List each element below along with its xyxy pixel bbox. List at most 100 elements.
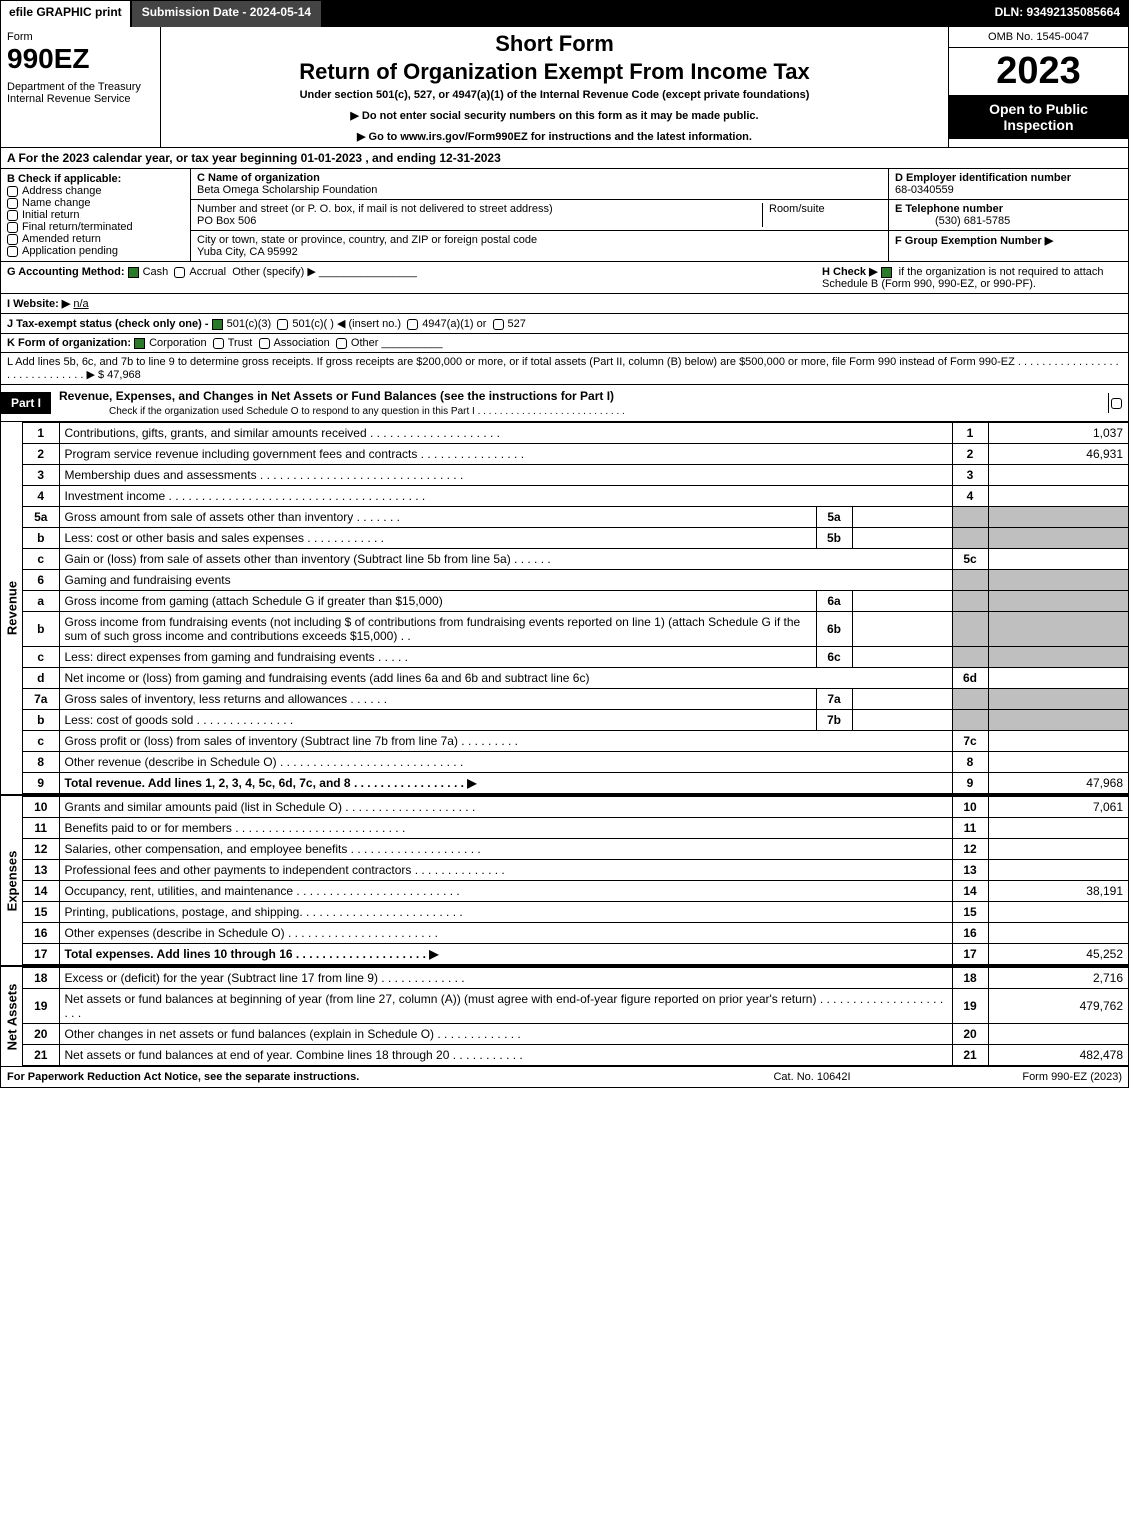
expenses-side-label: Expenses — [4, 850, 19, 911]
line-6a-desc: Gross income from gaming (attach Schedul… — [59, 591, 816, 612]
city-label: City or town, state or province, country… — [197, 234, 537, 246]
line-6-desc: Gaming and fundraising events — [59, 570, 952, 591]
expenses-table: 10Grants and similar amounts paid (list … — [23, 796, 1128, 965]
website-label: I Website: ▶ — [7, 298, 70, 310]
line-5c-amount — [988, 549, 1128, 570]
checkbox-527[interactable] — [493, 319, 504, 330]
footer-form-ref: Form 990-EZ (2023) — [922, 1071, 1122, 1083]
line-5a-greycell — [952, 507, 988, 528]
line-16-num: 16 — [23, 923, 59, 944]
checkbox-accrual[interactable] — [174, 267, 185, 278]
line-13-desc: Professional fees and other payments to … — [59, 860, 952, 881]
revenue-table: 1Contributions, gifts, grants, and simil… — [23, 422, 1128, 794]
checkbox-other-org[interactable] — [336, 338, 347, 349]
form-subtitle: Under section 501(c), 527, or 4947(a)(1)… — [169, 89, 940, 101]
submission-date: Submission Date - 2024-05-14 — [132, 1, 322, 27]
line-14-refnum: 14 — [952, 881, 988, 902]
line-17-desc: Total expenses. Add lines 10 through 16 … — [59, 944, 952, 965]
line-17-refnum: 17 — [952, 944, 988, 965]
k-label: K Form of organization: — [7, 337, 131, 349]
line-5a-desc: Gross amount from sale of assets other t… — [59, 507, 816, 528]
dln-number: DLN: 93492135085664 — [987, 1, 1128, 27]
label-501c: 501(c)( ) ◀ (insert no.) — [292, 318, 401, 330]
checkbox-corporation[interactable] — [134, 338, 145, 349]
checkbox-trust[interactable] — [213, 338, 224, 349]
line-7c-num: c — [23, 731, 59, 752]
line-12-num: 12 — [23, 839, 59, 860]
line-21-refnum: 21 — [952, 1045, 988, 1066]
ein-value: 68-0340559 — [895, 184, 954, 196]
line-1-amount: 1,037 — [988, 423, 1128, 444]
line-2-refnum: 2 — [952, 444, 988, 465]
line-5a-greyamt — [988, 507, 1128, 528]
line-20-amount — [988, 1024, 1128, 1045]
checkbox-501c3[interactable] — [212, 319, 223, 330]
checkbox-schedule-o-part1[interactable] — [1111, 398, 1122, 409]
group-exemption-label: F Group Exemption Number ▶ — [895, 235, 1053, 247]
label-amended-return: Amended return — [22, 233, 101, 245]
line-14-desc: Occupancy, rent, utilities, and maintena… — [59, 881, 952, 902]
form-word: Form — [7, 31, 154, 43]
line-20-desc: Other changes in net assets or fund bala… — [59, 1024, 952, 1045]
efile-print-button[interactable]: efile GRAPHIC print — [1, 1, 132, 27]
line-10-refnum: 10 — [952, 797, 988, 818]
checkbox-4947[interactable] — [407, 319, 418, 330]
row-l-gross-receipts: L Add lines 5b, 6c, and 7b to line 9 to … — [1, 353, 1128, 385]
org-name: Beta Omega Scholarship Foundation — [197, 184, 377, 196]
line-11-desc: Benefits paid to or for members . . . . … — [59, 818, 952, 839]
omb-number: OMB No. 1545-0047 — [949, 27, 1128, 48]
line-9-num: 9 — [23, 773, 59, 794]
checkbox-name-change[interactable] — [7, 198, 18, 209]
form-title: Return of Organization Exempt From Incom… — [169, 59, 940, 85]
ein-label: D Employer identification number — [895, 172, 1071, 184]
room-label: Room/suite — [769, 203, 825, 215]
instructions-link[interactable]: ▶ Go to www.irs.gov/Form990EZ for instru… — [169, 130, 940, 143]
org-name-label: C Name of organization — [197, 172, 320, 184]
checkbox-amended-return[interactable] — [7, 234, 18, 245]
line-19-num: 19 — [23, 989, 59, 1024]
line-3-num: 3 — [23, 465, 59, 486]
checkbox-cash[interactable] — [128, 267, 139, 278]
line-17-num: 17 — [23, 944, 59, 965]
line-19-refnum: 19 — [952, 989, 988, 1024]
line-6b-num: b — [23, 612, 59, 647]
line-5a-num: 5a — [23, 507, 59, 528]
row-k-org-form: K Form of organization: Corporation Trus… — [1, 334, 1128, 353]
page-footer: For Paperwork Reduction Act Notice, see … — [1, 1066, 1128, 1087]
line-16-refnum: 16 — [952, 923, 988, 944]
col-c-org-info: C Name of organization Beta Omega Schola… — [191, 169, 888, 261]
line-12-amount — [988, 839, 1128, 860]
line-7a-desc: Gross sales of inventory, less returns a… — [59, 689, 816, 710]
label-527: 527 — [508, 318, 526, 330]
line-15-amount — [988, 902, 1128, 923]
net-assets-section: Net Assets 18Excess or (deficit) for the… — [1, 965, 1128, 1066]
line-11-num: 11 — [23, 818, 59, 839]
line-4-amount — [988, 486, 1128, 507]
label-address-change: Address change — [22, 185, 102, 197]
tax-year: 2023 — [949, 48, 1128, 95]
label-accrual: Accrual — [189, 266, 226, 278]
line-8-amount — [988, 752, 1128, 773]
line-7c-amount — [988, 731, 1128, 752]
line-2-num: 2 — [23, 444, 59, 465]
top-bar: efile GRAPHIC print Submission Date - 20… — [1, 1, 1128, 27]
checkbox-final-return[interactable] — [7, 222, 18, 233]
checkbox-h[interactable] — [881, 267, 892, 278]
line-10-desc: Grants and similar amounts paid (list in… — [59, 797, 952, 818]
revenue-section: Revenue 1Contributions, gifts, grants, a… — [1, 422, 1128, 794]
line-11-amount — [988, 818, 1128, 839]
tel-value: (530) 681-5785 — [895, 215, 1010, 227]
row-a-tax-year: A For the 2023 calendar year, or tax yea… — [1, 148, 1128, 169]
checkbox-address-change[interactable] — [7, 186, 18, 197]
checkbox-initial-return[interactable] — [7, 210, 18, 221]
checkbox-application-pending[interactable] — [7, 246, 18, 257]
line-20-refnum: 20 — [952, 1024, 988, 1045]
footer-left: For Paperwork Reduction Act Notice, see … — [7, 1071, 702, 1083]
line-11-refnum: 11 — [952, 818, 988, 839]
line-7a-num: 7a — [23, 689, 59, 710]
tel-label: E Telephone number — [895, 203, 1003, 215]
line-18-desc: Excess or (deficit) for the year (Subtra… — [59, 968, 952, 989]
checkbox-501c[interactable] — [277, 319, 288, 330]
checkbox-association[interactable] — [259, 338, 270, 349]
form-number: 990EZ — [7, 43, 154, 75]
